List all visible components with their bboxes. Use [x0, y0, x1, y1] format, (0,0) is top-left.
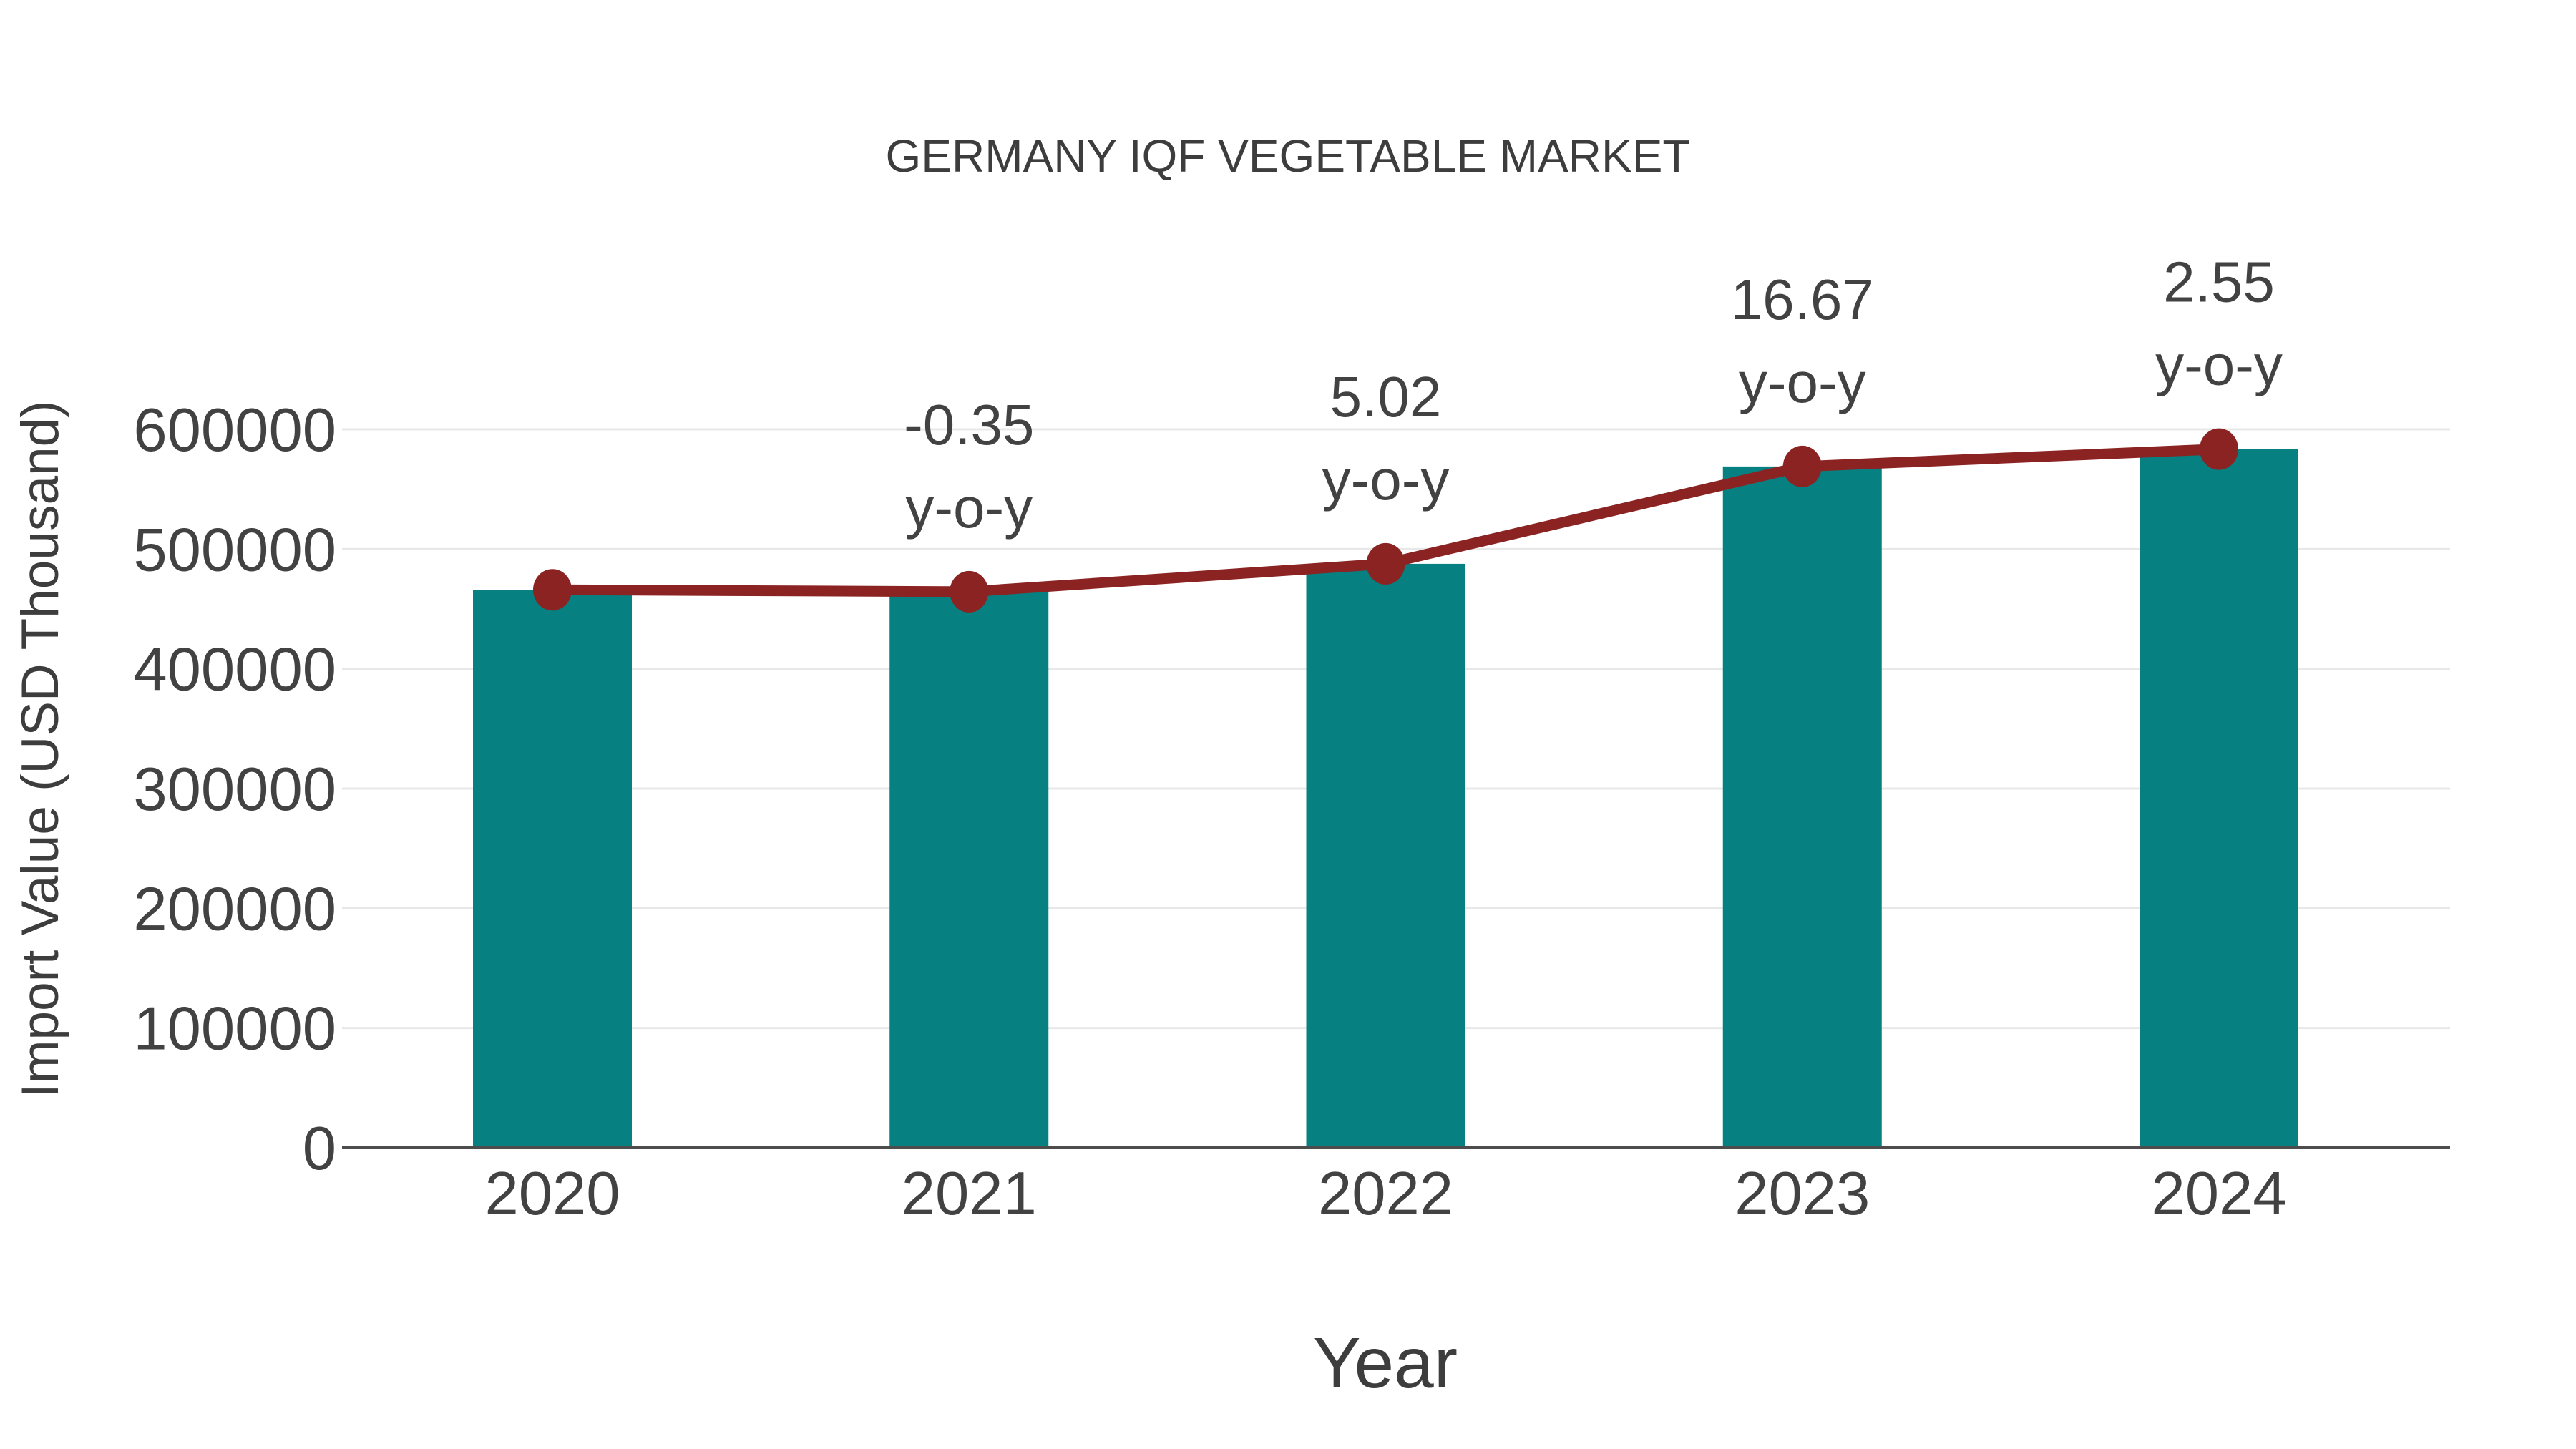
line-series — [533, 428, 2238, 613]
annotation-value-2022: 5.02 — [1330, 365, 1442, 429]
x-tick-label-2024: 2024 — [2151, 1160, 2286, 1228]
trend-marker-2023[interactable] — [1782, 445, 1822, 487]
y-axis-tick-labels: 0 100000 200000 300000 400000 500000 600000 — [133, 396, 336, 1183]
bar-2021[interactable] — [889, 591, 1049, 1148]
yoy-annotations: -0.35 y-o-y 5.02 y-o-y 16.67 y-o-y 2.55 y-o-y — [904, 250, 2283, 540]
bar-2023[interactable] — [1722, 466, 1882, 1148]
chart-title: GERMANY IQF VEGETABLE MARKET — [886, 130, 1691, 182]
annotation-suffix-2024: y-o-y — [2155, 333, 2283, 397]
bar-2022[interactable] — [1306, 563, 1465, 1148]
y-tick-label-300000: 300000 — [133, 756, 336, 824]
x-tick-label-2020: 2020 — [484, 1160, 620, 1228]
x-axis-title: Year — [1313, 1323, 1458, 1403]
x-tick-label-2022: 2022 — [1318, 1160, 1453, 1228]
bar-2024[interactable] — [2140, 449, 2298, 1148]
x-tick-label-2021: 2021 — [902, 1160, 1037, 1228]
annotation-suffix-2021: y-o-y — [905, 476, 1033, 540]
y-tick-label-400000: 400000 — [133, 636, 336, 704]
y-tick-label-0: 0 — [303, 1115, 336, 1183]
y-axis-title: Import Value (USD Thousand) — [11, 400, 69, 1098]
x-tick-label-2023: 2023 — [1735, 1160, 1870, 1228]
bar-2020[interactable] — [473, 590, 632, 1148]
y-tick-label-200000: 200000 — [133, 875, 336, 943]
trend-marker-2022[interactable] — [1366, 542, 1405, 585]
trend-marker-2024[interactable] — [2200, 428, 2238, 470]
annotation-value-2023: 16.67 — [1731, 268, 1874, 331]
y-tick-label-100000: 100000 — [133, 995, 336, 1063]
y-tick-label-600000: 600000 — [133, 396, 336, 464]
trend-marker-2020[interactable] — [533, 569, 572, 611]
annotation-suffix-2022: y-o-y — [1322, 448, 1450, 512]
y-tick-label-500000: 500000 — [133, 516, 336, 584]
annotation-value-2024: 2.55 — [2163, 250, 2275, 314]
trend-marker-2021[interactable] — [950, 570, 989, 613]
bar-series — [473, 449, 2298, 1148]
x-axis-tick-labels: 2020 2021 2022 2023 2024 — [484, 1160, 2286, 1228]
annotation-suffix-2023: y-o-y — [1739, 351, 1866, 414]
annotation-value-2021: -0.35 — [904, 393, 1034, 457]
